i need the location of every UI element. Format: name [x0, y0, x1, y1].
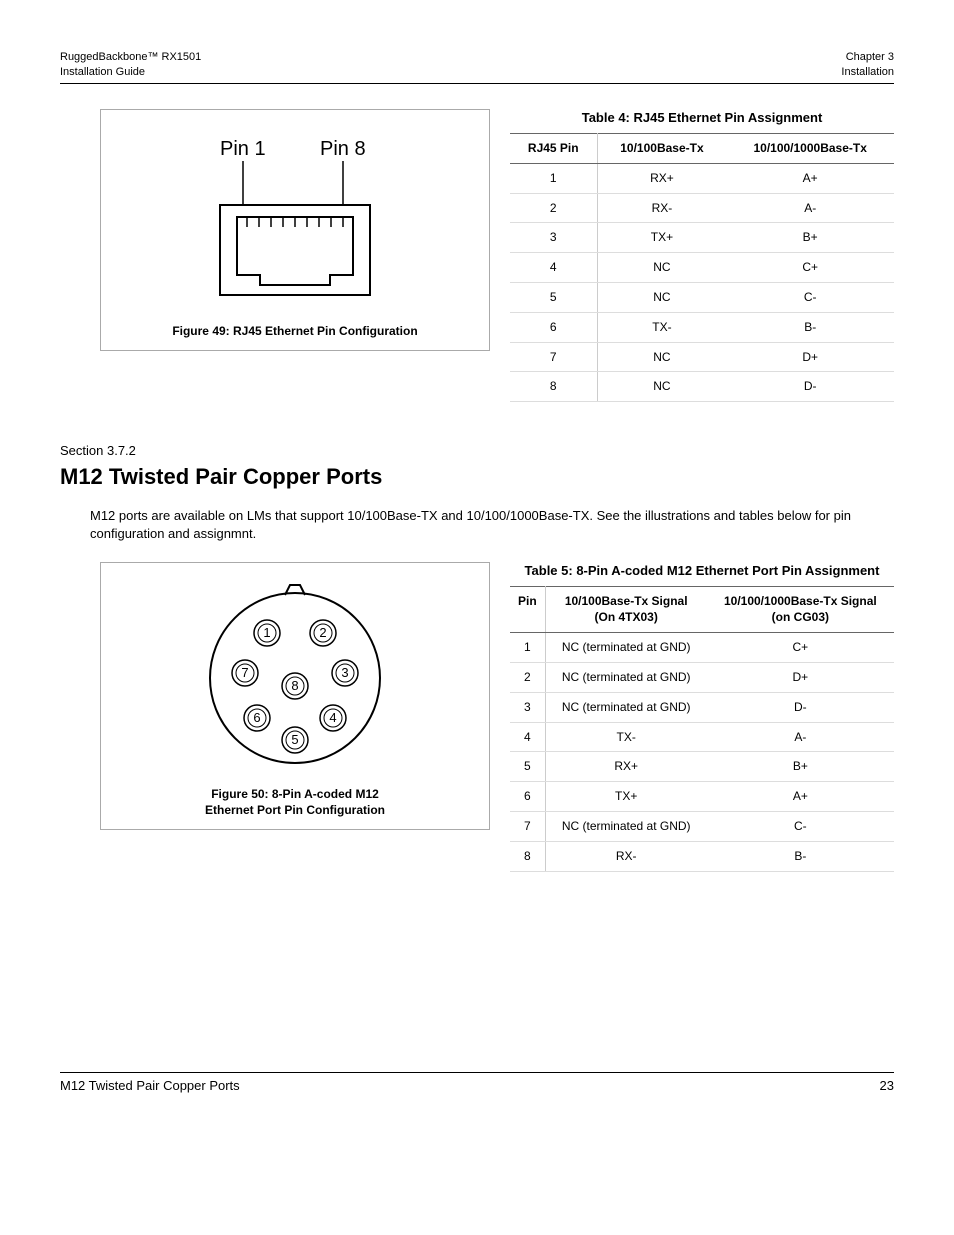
svg-text:2: 2 [319, 625, 326, 640]
svg-text:8: 8 [291, 678, 298, 693]
page-footer: M12 Twisted Pair Copper Ports 23 [60, 1072, 894, 1095]
rj45-diagram-svg: Pin 1 Pin 8 [165, 125, 425, 315]
m12-block: 1 2 3 4 5 6 7 8 Figure 50: 8-Pin A-coded M12 Et… [60, 562, 894, 872]
figure-50: 1 2 3 4 5 6 7 8 Figure 50: 8-Pin A-coded M12 Et… [100, 562, 490, 837]
chapter-name: Installation [841, 65, 894, 80]
pin8-text: Pin 8 [320, 138, 366, 160]
section-title: M12 Twisted Pair Copper Ports [60, 462, 894, 493]
svg-text:1: 1 [263, 625, 270, 640]
section-paragraph: M12 ports are available on LMs that supp… [60, 507, 894, 543]
table-row: 3NC (terminated at GND)D- [510, 692, 894, 722]
table-row: 1RX+A+ [510, 163, 894, 193]
table-5-caption: Table 5: 8-Pin A-coded M12 Ethernet Port… [510, 562, 894, 580]
figure-49-caption: Figure 49: RJ45 Ethernet Pin Configurati… [111, 323, 479, 340]
svg-text:6: 6 [253, 710, 260, 725]
pin1-text: Pin 1 [220, 138, 266, 160]
table-row: 1NC (terminated at GND)C+ [510, 633, 894, 663]
figure-50-caption: Figure 50: 8-Pin A-coded M12 Ethernet Po… [111, 786, 479, 820]
table-row: 7NCD+ [510, 342, 894, 372]
table-row: 8NCD- [510, 372, 894, 402]
table-4: Table 4: RJ45 Ethernet Pin Assignment RJ… [510, 109, 894, 402]
svg-text:4: 4 [329, 710, 336, 725]
table-row: 5RX+B+ [510, 752, 894, 782]
table-row: 8RX-B- [510, 841, 894, 871]
table-row: 2NC (terminated at GND)D+ [510, 663, 894, 693]
table-row: 6TX+A+ [510, 782, 894, 812]
table-header: 10/100Base-Tx [597, 133, 726, 163]
table-header: 10/100/1000Base-Tx Signal (on CG03) [707, 586, 894, 633]
table-header: RJ45 Pin [510, 133, 597, 163]
table-5-grid: Pin10/100Base-Tx Signal (On 4TX03)10/100… [510, 586, 894, 872]
footer-right: 23 [880, 1077, 894, 1095]
table-row: 7NC (terminated at GND)C- [510, 812, 894, 842]
svg-text:7: 7 [241, 665, 248, 680]
table-row: 5NCC- [510, 282, 894, 312]
page-header: RuggedBackbone™ RX1501 Installation Guid… [60, 50, 894, 84]
table-4-caption: Table 4: RJ45 Ethernet Pin Assignment [510, 109, 894, 127]
table-header: Pin [510, 586, 545, 633]
m12-diagram-svg: 1 2 3 4 5 6 7 8 [195, 578, 395, 778]
section-number: Section 3.7.2 [60, 442, 894, 460]
chapter-num: Chapter 3 [841, 50, 894, 65]
svg-text:3: 3 [341, 665, 348, 680]
rj45-block: Pin 1 Pin 8 [60, 109, 894, 402]
product-name: RuggedBackbone™ RX1501 [60, 50, 201, 65]
table-row: 4TX-A- [510, 722, 894, 752]
table-row: 6TX-B- [510, 312, 894, 342]
table-header: 10/100/1000Base-Tx [726, 133, 894, 163]
figure-49: Pin 1 Pin 8 [100, 109, 490, 357]
table-header: 10/100Base-Tx Signal (On 4TX03) [545, 586, 707, 633]
table-row: 2RX-A- [510, 193, 894, 223]
table-5: Table 5: 8-Pin A-coded M12 Ethernet Port… [510, 562, 894, 872]
footer-left: M12 Twisted Pair Copper Ports [60, 1077, 240, 1095]
table-4-grid: RJ45 Pin10/100Base-Tx10/100/1000Base-Tx … [510, 133, 894, 402]
table-row: 4NCC+ [510, 253, 894, 283]
svg-text:5: 5 [291, 732, 298, 747]
table-row: 3TX+B+ [510, 223, 894, 253]
doc-name: Installation Guide [60, 65, 201, 80]
